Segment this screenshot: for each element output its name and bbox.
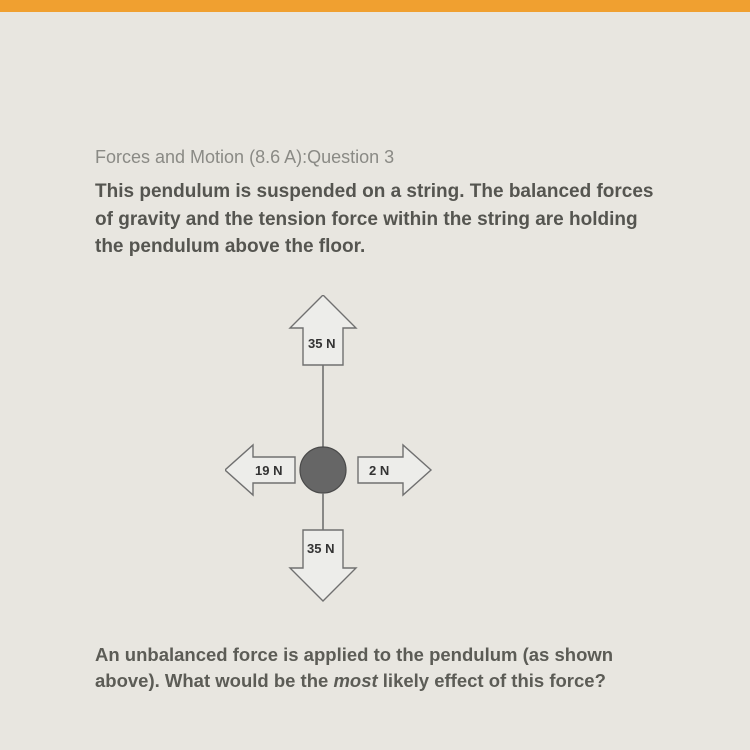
- force-arrow-down: 35 N: [290, 530, 356, 601]
- question-prompt: This pendulum is suspended on a string. …: [95, 178, 660, 261]
- breadcrumb: Forces and Motion (8.6 A):Question 3: [95, 147, 660, 168]
- force-label-left: 19 N: [255, 463, 282, 478]
- followup-emphasis: most: [333, 670, 377, 691]
- question-followup: An unbalanced force is applied to the pe…: [95, 642, 660, 696]
- header-accent-bar: [0, 0, 750, 12]
- force-label-down: 35 N: [307, 541, 334, 556]
- force-arrow-up: 35 N: [290, 295, 356, 365]
- force-arrow-right: 2 N: [358, 445, 431, 495]
- force-diagram-svg: 35 N 19 N 2 N 35 N: [225, 295, 455, 605]
- force-label-right: 2 N: [369, 463, 389, 478]
- force-label-up: 35 N: [308, 336, 335, 351]
- force-diagram: 35 N 19 N 2 N 35 N: [225, 295, 455, 610]
- pendulum-bob: [300, 447, 346, 493]
- question-page: Forces and Motion (8.6 A):Question 3 Thi…: [0, 12, 750, 695]
- force-arrow-left: 19 N: [225, 445, 295, 495]
- followup-text-post: likely effect of this force?: [378, 670, 606, 691]
